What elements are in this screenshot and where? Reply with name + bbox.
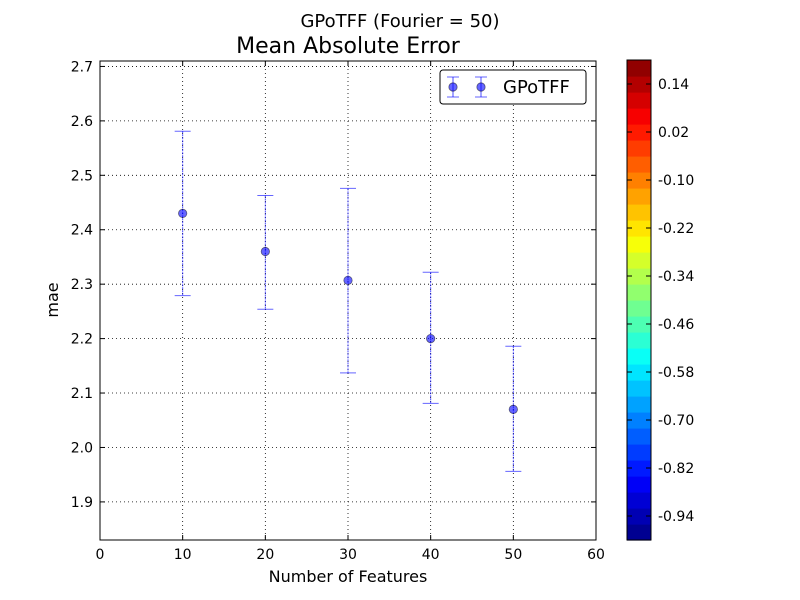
x-tick-label: 50 (504, 547, 522, 563)
colorbar-tick-label: -0.46 (658, 317, 694, 333)
colorbar-band (627, 124, 651, 141)
legend-box (439, 69, 587, 105)
x-tick-label: 60 (587, 547, 605, 563)
chart-title: Mean Absolute Error (236, 34, 461, 59)
colorbar-band (627, 460, 651, 477)
colorbar-band (627, 156, 651, 173)
colorbar-tick-label: -0.58 (658, 365, 694, 381)
data-point (260, 246, 270, 257)
data-marks (174, 130, 522, 472)
colorbar-band (627, 108, 651, 125)
x-axis-label: Number of Features (269, 567, 428, 586)
data-point (178, 208, 188, 219)
colorbar-tick-label: -0.22 (658, 221, 694, 237)
data-point (343, 275, 353, 285)
colorbar-band (627, 476, 651, 493)
colorbar-band (627, 524, 651, 541)
colorbar-band (627, 204, 651, 221)
y-tick-label: 2.1 (71, 386, 93, 402)
colorbar-band (627, 300, 651, 317)
colorbar-tick-label: -0.82 (658, 461, 694, 477)
legend-label: GPoTFF (503, 77, 570, 98)
x-tick-label: 10 (174, 547, 192, 563)
colorbar-band (627, 492, 651, 509)
colorbar-band (627, 268, 651, 285)
plot-area: 0 10 20 30 40 50 60 1.9 2.0 2.1 2.2 2.3 2.4 2.5 2.6 2.7 (71, 59, 605, 563)
colorbar-band (627, 412, 651, 429)
colorbar-band (627, 60, 651, 77)
colorbar-frame (626, 59, 652, 541)
colorbar-band (627, 172, 651, 189)
colorbar-band (627, 220, 651, 237)
y-tick-label: 2.0 (71, 440, 93, 456)
colorbar-bands (627, 60, 651, 541)
colorbar-band (627, 236, 651, 253)
colorbar-band (627, 348, 651, 365)
colorbar-band (627, 508, 651, 525)
colorbar-tick-label: 0.02 (658, 125, 689, 141)
colorbar-tick-label: -0.34 (658, 269, 694, 285)
colorbar-tick-label: -0.10 (658, 173, 694, 189)
colorbar: 0.14 0.02 -0.10 -0.22 -0.34 -0.46 -0.58 -0.70 -0… (626, 59, 694, 541)
colorbar-band (627, 444, 651, 461)
y-tick-label: 1.9 (71, 495, 93, 511)
colorbar-ticks: 0.14 0.02 -0.10 -0.22 -0.34 -0.46 -0.58 -0.70 -0… (627, 77, 694, 525)
data-point (508, 404, 518, 414)
colorbar-band (627, 428, 651, 445)
colorbar-band (627, 92, 651, 109)
y-tick-label: 2.7 (71, 59, 93, 75)
legend-marker (447, 76, 487, 98)
figure-suptitle: GPoTFF (Fourier = 50) (300, 11, 499, 32)
data-point (426, 334, 436, 344)
y-tick-label: 2.5 (71, 168, 93, 184)
y-tick-label: 2.3 (71, 277, 93, 293)
colorbar-band (627, 380, 651, 397)
colorbar-band (627, 332, 651, 349)
colorbar-band (627, 364, 651, 381)
x-tick-label: 30 (339, 547, 357, 563)
colorbar-band (627, 284, 651, 301)
x-tick-label: 40 (422, 547, 440, 563)
colorbar-band (627, 140, 651, 157)
legend: GPoTFF (439, 69, 587, 105)
colorbar-tick-label: 0.14 (658, 77, 689, 93)
legend-marker-point (448, 82, 458, 92)
x-tick-label: 20 (256, 547, 274, 563)
colorbar-band (627, 76, 651, 93)
x-tick-label: 0 (96, 547, 105, 563)
axis-ticks: 0 10 20 30 40 50 60 1.9 2.0 2.1 2.2 2.3 2.4 2.5 2.6 2.7 (71, 59, 605, 563)
colorbar-tick-label: -0.94 (658, 509, 694, 525)
colorbar-band (627, 316, 651, 333)
colorbar-band (627, 188, 651, 205)
colorbar-band (627, 252, 651, 269)
y-tick-label: 2.2 (71, 332, 93, 348)
y-tick-label: 2.6 (71, 114, 93, 130)
y-axis-label: mae (43, 282, 62, 317)
colorbar-tick-label: -0.70 (658, 413, 694, 429)
colorbar-band (627, 396, 651, 413)
legend-marker-point (476, 82, 486, 92)
y-tick-label: 2.4 (71, 223, 93, 239)
